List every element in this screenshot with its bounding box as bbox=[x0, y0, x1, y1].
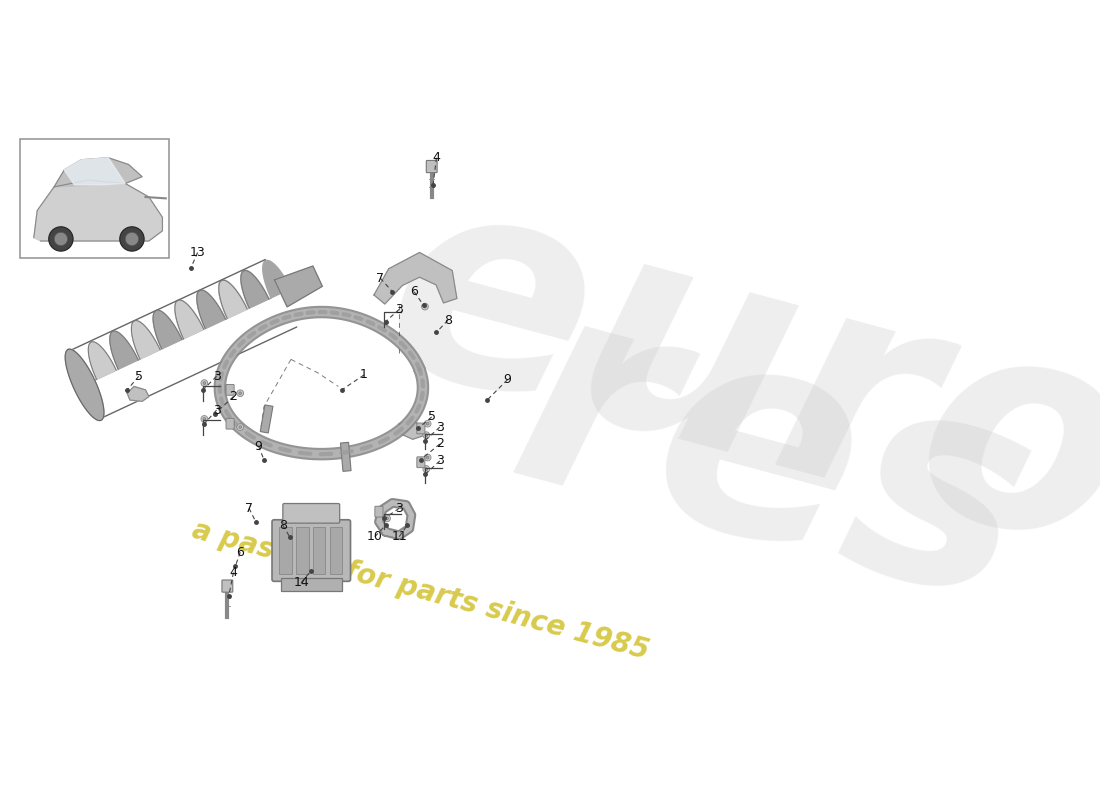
Bar bbox=[314, 527, 326, 574]
Circle shape bbox=[236, 390, 243, 397]
Text: 9: 9 bbox=[254, 439, 263, 453]
Circle shape bbox=[427, 422, 429, 425]
FancyBboxPatch shape bbox=[427, 161, 437, 173]
Polygon shape bbox=[219, 270, 270, 318]
Circle shape bbox=[236, 424, 243, 430]
Circle shape bbox=[239, 426, 242, 429]
Bar bbox=[341, 442, 351, 471]
Text: 3: 3 bbox=[436, 421, 443, 434]
Bar bbox=[296, 527, 309, 574]
Text: 3: 3 bbox=[212, 370, 220, 383]
Text: 13: 13 bbox=[189, 246, 206, 259]
Text: 6: 6 bbox=[410, 286, 418, 298]
Polygon shape bbox=[110, 321, 160, 369]
Text: 8: 8 bbox=[278, 518, 287, 532]
Circle shape bbox=[201, 415, 208, 422]
Polygon shape bbox=[128, 386, 148, 402]
Circle shape bbox=[422, 466, 430, 473]
FancyBboxPatch shape bbox=[226, 385, 234, 395]
Text: 9: 9 bbox=[504, 374, 512, 386]
Polygon shape bbox=[275, 266, 322, 307]
Bar bbox=[261, 405, 273, 433]
Bar bbox=[279, 527, 292, 574]
FancyBboxPatch shape bbox=[375, 506, 383, 517]
Circle shape bbox=[424, 306, 427, 308]
Circle shape bbox=[425, 468, 428, 470]
Polygon shape bbox=[374, 253, 456, 304]
Text: 3: 3 bbox=[436, 454, 443, 467]
FancyBboxPatch shape bbox=[272, 520, 351, 582]
Polygon shape bbox=[241, 261, 290, 308]
Text: res: res bbox=[487, 258, 1058, 664]
Circle shape bbox=[239, 392, 242, 394]
Text: 10: 10 bbox=[367, 530, 383, 543]
Polygon shape bbox=[197, 280, 248, 329]
Bar bbox=[280, 578, 342, 591]
Text: 4: 4 bbox=[432, 151, 440, 164]
FancyBboxPatch shape bbox=[417, 457, 425, 468]
Text: 7: 7 bbox=[245, 502, 253, 514]
Polygon shape bbox=[131, 310, 182, 359]
Circle shape bbox=[425, 420, 431, 427]
Text: 3: 3 bbox=[212, 404, 220, 417]
Text: 6: 6 bbox=[236, 546, 244, 558]
Text: 2: 2 bbox=[230, 390, 238, 403]
Circle shape bbox=[421, 303, 428, 310]
Text: 14: 14 bbox=[294, 576, 309, 589]
Polygon shape bbox=[175, 290, 226, 338]
Polygon shape bbox=[153, 300, 204, 349]
Polygon shape bbox=[67, 342, 116, 390]
Circle shape bbox=[427, 456, 429, 459]
Bar bbox=[20, 139, 169, 258]
FancyBboxPatch shape bbox=[417, 423, 425, 434]
FancyBboxPatch shape bbox=[226, 418, 234, 429]
Polygon shape bbox=[88, 331, 138, 379]
Text: 1: 1 bbox=[360, 369, 368, 382]
Text: 3: 3 bbox=[395, 303, 404, 316]
Text: 7: 7 bbox=[376, 272, 384, 285]
Text: 8: 8 bbox=[444, 314, 452, 326]
Text: 4: 4 bbox=[230, 566, 238, 579]
Text: 11: 11 bbox=[392, 530, 407, 543]
FancyBboxPatch shape bbox=[222, 580, 233, 592]
Circle shape bbox=[422, 432, 430, 438]
Circle shape bbox=[54, 232, 67, 246]
Circle shape bbox=[204, 382, 206, 385]
Circle shape bbox=[201, 380, 208, 386]
FancyBboxPatch shape bbox=[283, 503, 340, 523]
Polygon shape bbox=[65, 349, 103, 421]
Circle shape bbox=[386, 517, 388, 520]
Circle shape bbox=[120, 226, 144, 251]
Text: a passion for parts since 1985: a passion for parts since 1985 bbox=[189, 516, 652, 666]
Text: 5: 5 bbox=[134, 370, 143, 383]
Circle shape bbox=[425, 454, 431, 461]
Text: 3: 3 bbox=[395, 502, 404, 514]
Circle shape bbox=[425, 434, 428, 437]
Circle shape bbox=[384, 515, 390, 522]
Text: 2: 2 bbox=[436, 438, 443, 450]
Polygon shape bbox=[64, 158, 125, 185]
Polygon shape bbox=[54, 158, 142, 187]
Polygon shape bbox=[34, 180, 163, 241]
Text: 5: 5 bbox=[428, 410, 436, 423]
Circle shape bbox=[204, 418, 206, 420]
Circle shape bbox=[125, 232, 139, 246]
Polygon shape bbox=[399, 420, 425, 439]
Bar bbox=[330, 527, 342, 574]
Circle shape bbox=[48, 226, 73, 251]
Text: euro: euro bbox=[359, 146, 1100, 614]
